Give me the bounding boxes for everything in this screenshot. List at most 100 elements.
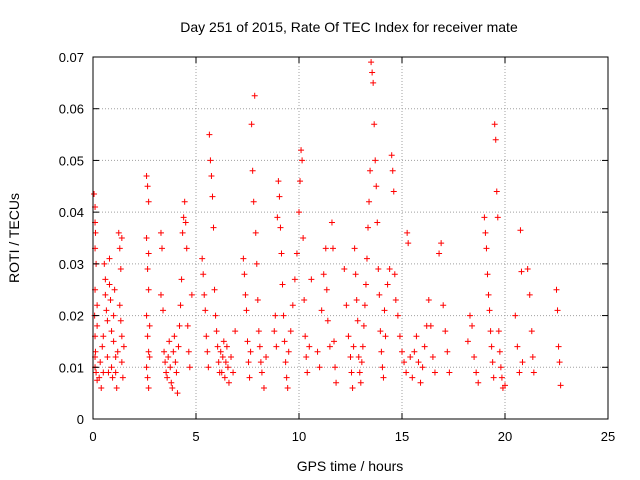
data-point — [115, 229, 122, 236]
data-point — [357, 379, 364, 386]
data-point — [488, 343, 495, 350]
data-point — [390, 188, 397, 195]
data-point — [481, 214, 488, 221]
data-point — [347, 353, 354, 360]
data-point — [275, 178, 282, 185]
x-tick-label: 20 — [498, 429, 512, 444]
data-point — [399, 348, 405, 355]
data-point — [168, 379, 175, 386]
data-point — [328, 219, 335, 226]
data-point — [519, 359, 526, 366]
y-tick-label: 0.06 — [59, 102, 84, 117]
data-point — [199, 255, 206, 262]
data-point — [308, 276, 315, 283]
data-point — [254, 297, 261, 304]
data-point — [358, 359, 365, 366]
data-point — [524, 266, 531, 273]
data-point — [370, 79, 377, 86]
data-point — [118, 359, 125, 366]
data-point — [210, 224, 217, 231]
data-point — [498, 374, 505, 381]
data-point — [350, 343, 357, 350]
data-point — [116, 245, 123, 252]
data-point — [373, 183, 380, 190]
data-point — [174, 390, 181, 397]
data-point — [145, 384, 152, 391]
y-tick-label: 0.05 — [59, 153, 84, 168]
x-tick-label: 5 — [192, 429, 199, 444]
data-point — [102, 291, 109, 298]
plot-frame — [92, 56, 609, 420]
data-point — [245, 359, 252, 366]
data-point — [263, 353, 270, 360]
data-point — [202, 307, 209, 314]
data-point — [108, 328, 115, 335]
data-point — [291, 276, 298, 283]
data-point — [491, 121, 498, 128]
data-point — [172, 359, 179, 366]
data-point — [112, 353, 119, 360]
data-point — [360, 322, 367, 329]
y-tick-label: 0.04 — [59, 205, 84, 220]
data-point — [113, 384, 120, 391]
data-point — [162, 359, 169, 366]
data-point — [106, 281, 113, 288]
data-point — [224, 364, 231, 371]
data-point — [413, 333, 420, 340]
data-point — [419, 364, 426, 371]
data-point — [173, 369, 180, 376]
data-point — [384, 281, 391, 288]
data-point — [466, 312, 473, 319]
data-point — [145, 250, 152, 257]
data-point — [514, 343, 521, 350]
data-point — [356, 369, 363, 376]
chart-title: Day 251 of 2015, Rate Of TEC Index for r… — [180, 19, 518, 35]
data-point — [167, 364, 174, 371]
data-point — [271, 328, 278, 335]
data-point — [207, 157, 214, 164]
data-point — [252, 229, 259, 236]
data-point — [372, 157, 379, 164]
data-point — [119, 374, 126, 381]
data-point — [303, 353, 310, 360]
data-point — [341, 266, 348, 273]
data-point — [110, 312, 117, 319]
data-point — [273, 343, 280, 350]
data-point — [429, 353, 436, 360]
data-point — [144, 333, 151, 340]
data-point — [165, 353, 172, 360]
data-point — [260, 384, 267, 391]
data-point — [314, 348, 321, 355]
data-point — [388, 152, 395, 159]
data-point — [282, 359, 289, 366]
data-point — [296, 209, 302, 216]
y-tick-label: 0.02 — [59, 309, 84, 324]
data-point — [225, 379, 232, 386]
data-point — [177, 302, 184, 309]
data-point — [144, 374, 151, 381]
data-point — [183, 245, 190, 252]
data-point — [529, 353, 536, 360]
data-point — [256, 343, 263, 350]
data-point — [143, 235, 150, 241]
data-point — [484, 271, 491, 278]
data-point — [492, 136, 499, 143]
data-point — [97, 359, 104, 366]
data-point — [200, 271, 207, 278]
data-point — [157, 291, 164, 298]
data-point — [243, 307, 250, 314]
data-point — [332, 364, 339, 371]
data-points — [91, 59, 564, 397]
data-point — [277, 224, 284, 231]
data-point — [473, 369, 480, 376]
data-point — [105, 369, 112, 376]
data-point — [318, 307, 325, 314]
data-point — [253, 260, 260, 267]
data-point — [94, 302, 101, 309]
data-point — [114, 348, 121, 355]
data-point — [255, 328, 262, 335]
data-point — [377, 328, 384, 335]
data-point — [349, 384, 356, 391]
data-point — [143, 172, 150, 179]
data-point — [404, 229, 411, 236]
